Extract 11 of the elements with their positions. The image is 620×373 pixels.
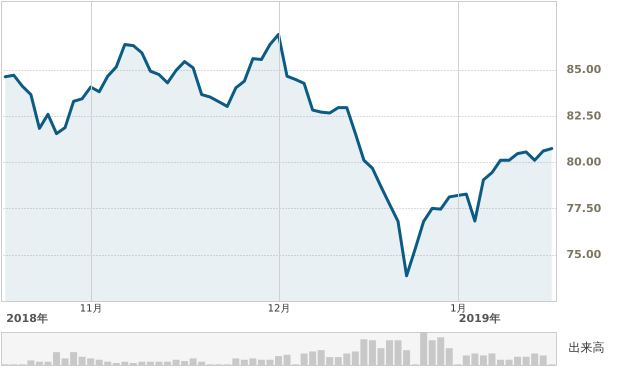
y-tick-label: 77.50 [566, 202, 602, 215]
text: 2019年 [458, 312, 500, 325]
y-axis-title: 出来高 [568, 340, 604, 354]
y-tick-label: 82.50 [566, 109, 602, 122]
y-tick-label: 75.00 [566, 248, 602, 262]
x-tick-label: 11月 [80, 304, 103, 314]
y-tick-label: 80.00 [566, 156, 602, 169]
x-tick-label: 12月 [268, 304, 290, 314]
y-tick-label: 85.00 [566, 63, 602, 76]
text: 2018年 [6, 312, 48, 325]
x-tick-label: 1月 [450, 304, 466, 314]
